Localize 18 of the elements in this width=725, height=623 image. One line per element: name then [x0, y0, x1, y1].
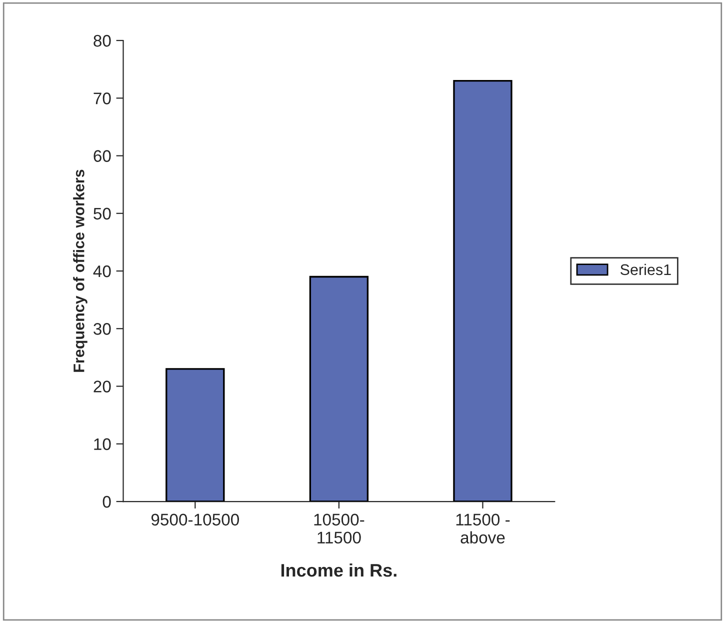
y-tick-label: 0	[102, 496, 111, 508]
y-tick-label: 30	[94, 323, 111, 335]
bar	[166, 368, 225, 502]
x-axis-title: Income in Rs.	[281, 563, 396, 577]
y-tick-label: 10	[94, 438, 111, 450]
y-axis-title: Frequency of office workers	[73, 170, 88, 372]
y-tick-label: 40	[93, 265, 111, 278]
x-tick-label: 9500-10500	[151, 514, 239, 526]
y-tick-label: 80	[94, 34, 111, 47]
y-tick-label: 60	[94, 150, 111, 162]
bar	[453, 80, 512, 502]
y-tick-label: 70	[94, 92, 111, 104]
x-tick-label: 10500- 11500	[314, 514, 364, 544]
legend-label: Series1	[620, 264, 671, 276]
bar	[309, 276, 369, 502]
y-tick-label: 50	[94, 208, 111, 220]
y-tick-label: 20	[94, 380, 111, 392]
x-tick-label: 11500 - above	[456, 514, 510, 544]
